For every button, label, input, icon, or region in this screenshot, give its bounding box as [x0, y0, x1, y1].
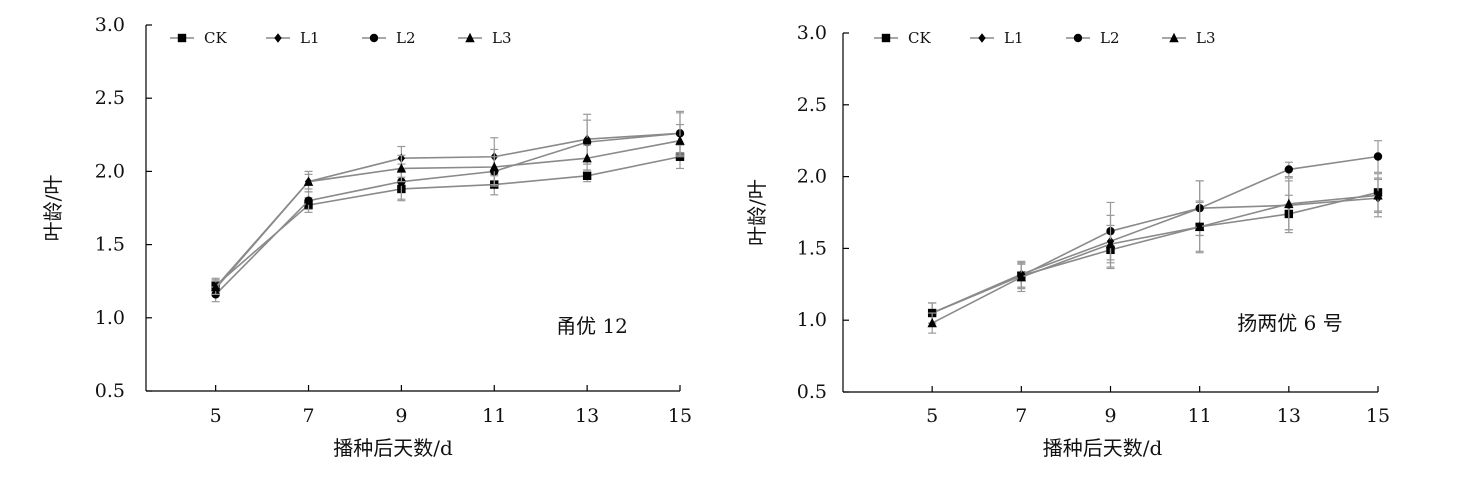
x-tick-label: 13 — [1277, 405, 1301, 427]
y-axis-label: 叶龄/叶 — [745, 179, 769, 246]
legend-marker — [1169, 32, 1179, 43]
legend-marker — [369, 33, 379, 43]
y-tick-label: 1.0 — [95, 307, 125, 329]
x-tick-label: 5 — [210, 405, 222, 427]
y-tick-label: 1.5 — [797, 237, 827, 259]
legend-label: L3 — [1196, 29, 1216, 47]
data-point-l2 — [304, 196, 313, 205]
chart-panel-1: 0.5 1.0 1.5 2.0 2.5 3.0 5 7 9 11 13 15 播种后天数/d 叶龄/叶甬优… — [41, 14, 692, 460]
series-l3 — [210, 123, 685, 295]
data-point-l3 — [1016, 271, 1027, 282]
legend-label: L1 — [300, 29, 320, 47]
series-line-l1 — [931, 197, 1379, 314]
variety-label: 甬优 12 — [556, 314, 628, 338]
y-tick-label: 0.5 — [797, 381, 827, 403]
y-tick-label: 2.0 — [797, 166, 827, 188]
chart-panel-2: 0.5 1.0 1.5 2.0 2.5 3.0 5 7 9 11 13 15 播种后天数/d 叶龄/叶扬两… — [745, 22, 1390, 460]
series-line-l2 — [931, 155, 1379, 314]
legend-marker — [177, 33, 187, 43]
x-tick-label: 9 — [1104, 405, 1116, 427]
legend-marker — [881, 33, 891, 43]
legend-marker — [274, 33, 282, 43]
series-l2 — [211, 112, 685, 303]
y-axis-label: 叶龄/叶 — [41, 175, 65, 242]
y-tick-label: 1.5 — [95, 234, 125, 256]
y-tick-label: 2.0 — [95, 160, 125, 182]
legend-label: CK — [204, 29, 227, 47]
data-point-l3 — [582, 153, 592, 163]
y-tick-label: 3.0 — [797, 22, 827, 44]
series-l3 — [927, 177, 1383, 334]
data-point-l3 — [927, 317, 937, 328]
legend-marker — [465, 32, 475, 43]
series-line-l3 — [215, 139, 681, 288]
data-point-l3 — [489, 161, 499, 172]
data-point-l3 — [675, 135, 685, 145]
data-point-l2 — [582, 137, 592, 147]
legend-marker — [1073, 33, 1083, 43]
legend-item-l1: L1 — [970, 29, 1024, 47]
y-tick-label: 0.5 — [95, 380, 125, 402]
series-line-l1 — [215, 132, 681, 290]
series-line-ck — [931, 191, 1379, 314]
data-point-l2 — [1284, 165, 1294, 174]
x-tick-label: 15 — [1366, 405, 1390, 427]
legend-item-l2: L2 — [1066, 29, 1120, 47]
x-axis-label: 播种后天数/d — [1043, 436, 1163, 460]
legend-label: L2 — [1100, 29, 1120, 47]
y-tick-label: 3.0 — [95, 14, 125, 36]
x-tick-label: 9 — [395, 405, 407, 427]
data-point-l3 — [210, 281, 221, 292]
series-line-l2 — [215, 132, 681, 295]
series-l2 — [927, 140, 1383, 324]
legend-item-l1: L1 — [266, 29, 320, 47]
data-point-l2 — [1373, 152, 1383, 161]
data-point-l3 — [1105, 238, 1116, 249]
x-tick-label: 11 — [482, 405, 506, 427]
y-tick-label: 1.0 — [797, 309, 827, 331]
data-point-l3 — [303, 176, 314, 186]
series-ck — [927, 173, 1383, 324]
x-tick-label: 15 — [668, 405, 692, 427]
x-tick-label: 13 — [575, 405, 599, 427]
data-point-l3 — [396, 163, 407, 173]
legend-item-ck: CK — [874, 29, 931, 47]
x-tick-label: 11 — [1188, 405, 1212, 427]
x-tick-label: 7 — [302, 405, 314, 427]
legend-marker — [978, 33, 986, 43]
legend-label: L2 — [396, 29, 416, 47]
legend-label: CK — [908, 29, 931, 47]
data-point-l3 — [1284, 198, 1294, 209]
legend-label: L1 — [1004, 29, 1024, 47]
series-line-l3 — [931, 194, 1379, 324]
series-line-ck — [215, 155, 681, 287]
legend-item-l2: L2 — [362, 29, 416, 47]
legend-label: L3 — [492, 29, 512, 47]
legend-item-l3: L3 — [458, 29, 512, 47]
data-point-ck — [582, 171, 592, 180]
data-point-l3 — [1194, 221, 1205, 232]
legend-item-ck: CK — [170, 29, 227, 47]
data-point-l3 — [1373, 190, 1383, 200]
y-tick-label: 2.5 — [797, 94, 827, 116]
x-tick-label: 7 — [1015, 405, 1027, 427]
variety-label: 扬两优 6 号 — [1237, 311, 1342, 335]
x-tick-label: 5 — [926, 405, 938, 427]
y-tick-label: 2.5 — [95, 87, 125, 109]
x-axis-label: 播种后天数/d — [333, 436, 453, 460]
legend-item-l3: L3 — [1162, 29, 1216, 47]
